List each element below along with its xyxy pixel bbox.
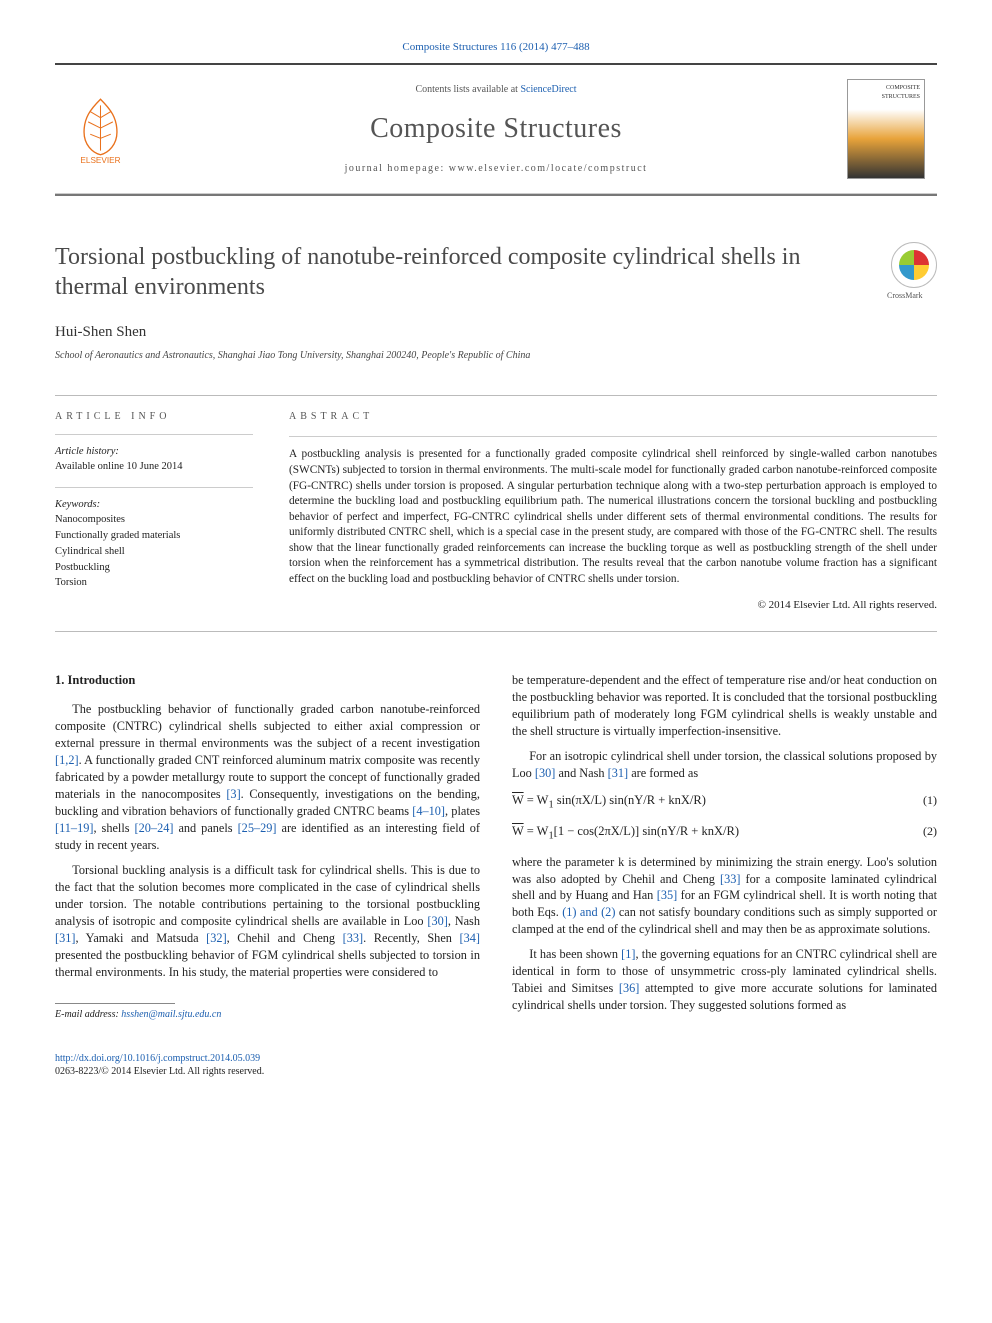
keyword-item: Torsion [55,575,253,591]
author-affiliation: School of Aeronautics and Astronautics, … [55,349,937,363]
ref-link[interactable]: [1,2] [55,753,79,767]
section-1-heading: 1. Introduction [55,672,480,689]
ref-link[interactable]: [34] [460,931,481,945]
article-title: Torsional postbuckling of nanotube-reinf… [55,242,873,302]
crossmark-icon [899,250,929,280]
article-info-column: ARTICLE INFO Article history: Available … [55,396,271,631]
article-history-label: Article history: [55,445,253,460]
paragraph: be temperature-dependent and the effect … [512,672,937,740]
ref-link[interactable]: [30] [535,766,556,780]
keywords-list: Nanocomposites Functionally graded mater… [55,512,253,591]
ref-link[interactable]: [11–19] [55,821,93,835]
keyword-item: Functionally graded materials [55,528,253,544]
ref-link[interactable]: [1] [621,947,635,961]
masthead: ELSEVIER Contents lists available at Sci… [55,71,937,194]
journal-name: Composite Structures [145,109,847,148]
equation-number: (1) [901,792,937,809]
keywords-label: Keywords: [55,498,253,513]
ref-link[interactable]: [35] [657,888,678,902]
ref-link[interactable]: [31] [55,931,76,945]
ref-link[interactable]: [33] [720,872,741,886]
abstract-text: A postbuckling analysis is presented for… [289,436,937,587]
corresponding-email: E-mail address: hsshen@mail.sjtu.edu.cn [55,1008,480,1022]
homepage-url[interactable]: www.elsevier.com/locate/compstruct [449,163,648,174]
keyword-item: Cylindrical shell [55,544,253,560]
paragraph: For an isotropic cylindrical shell under… [512,748,937,782]
keyword-item: Nanocomposites [55,512,253,528]
ref-link[interactable]: [3] [226,787,240,801]
journal-cover-thumb: COMPOSITE STRUCTURES [847,79,937,179]
issn-copyright: 0263-8223/© 2014 Elsevier Ltd. All right… [55,1066,264,1077]
abstract-column: ABSTRACT A postbuckling analysis is pres… [271,396,937,631]
masthead-bottom-rule [55,194,937,196]
paragraph: Torsional buckling analysis is a difficu… [55,862,480,981]
article-history-value: Available online 10 June 2014 [55,460,253,475]
paragraph: where the parameter k is determined by m… [512,854,937,939]
crossmark-badge[interactable] [891,242,937,288]
ref-link[interactable]: [25–29] [238,821,277,835]
equation-number: (2) [901,823,937,840]
doi-block: http://dx.doi.org/10.1016/j.compstruct.2… [55,1052,480,1080]
equation-2: W = W1[1 − cos(2πX/L)] sin(nY/R + knX/R)… [512,823,937,844]
citation-line: Composite Structures 116 (2014) 477–488 [55,40,937,55]
email-link[interactable]: hsshen@mail.sjtu.edu.cn [121,1009,221,1020]
footnote-separator [55,1003,175,1004]
abstract-copyright: © 2014 Elsevier Ltd. All rights reserved… [289,598,937,613]
ref-link[interactable]: [4–10] [412,804,445,818]
cover-label: COMPOSITE STRUCTURES [852,84,920,101]
ref-link[interactable]: [30] [427,914,448,928]
publisher-logo-block: ELSEVIER [55,91,145,168]
ref-link[interactable]: [31] [608,766,629,780]
keyword-item: Postbuckling [55,560,253,576]
author-name: Hui-Shen Shen [55,322,937,343]
ref-link[interactable]: [36] [619,981,640,995]
body-column-right: be temperature-dependent and the effect … [512,672,937,1079]
elsevier-tree-icon: ELSEVIER [68,91,133,163]
journal-homepage: journal homepage: www.elsevier.com/locat… [145,162,847,176]
paragraph: The postbuckling behavior of functionall… [55,701,480,854]
ref-link[interactable]: [20–24] [135,821,174,835]
paragraph: It has been shown [1], the governing equ… [512,946,937,1014]
equation-1: W = W1 sin(πX/L) sin(nY/R + knX/R) (1) [512,792,937,813]
body-column-left: 1. Introduction The postbuckling behavio… [55,672,480,1079]
ref-link[interactable]: (1) and (2) [562,905,615,919]
publisher-name: ELSEVIER [80,156,120,163]
sciencedirect-link[interactable]: ScienceDirect [520,84,576,95]
doi-link[interactable]: http://dx.doi.org/10.1016/j.compstruct.2… [55,1053,260,1064]
article-info-heading: ARTICLE INFO [55,410,253,424]
abstract-heading: ABSTRACT [289,410,937,424]
top-rule [55,63,937,65]
contents-line: Contents lists available at ScienceDirec… [145,83,847,97]
ref-link[interactable]: [33] [343,931,364,945]
ref-link[interactable]: [32] [206,931,227,945]
